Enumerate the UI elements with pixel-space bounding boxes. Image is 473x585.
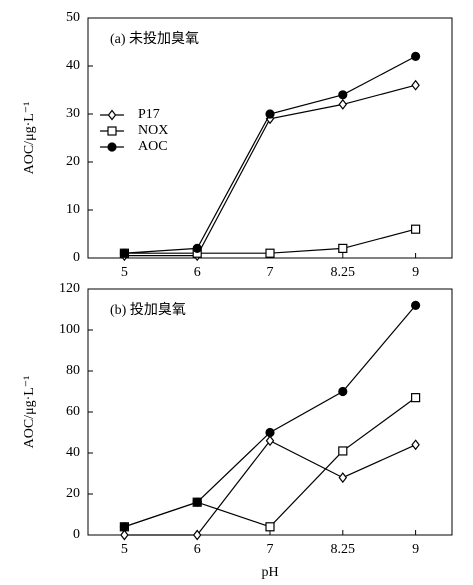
data-point bbox=[411, 79, 420, 91]
panel-title: (b) 投加臭氧 bbox=[110, 302, 186, 318]
y-tick-label: 10 bbox=[66, 202, 80, 217]
x-tick-label: 7 bbox=[267, 542, 274, 557]
data-point bbox=[265, 522, 275, 532]
data-point bbox=[411, 439, 420, 451]
data-point bbox=[338, 446, 348, 456]
x-tick-label: 9 bbox=[412, 265, 419, 280]
data-point bbox=[338, 472, 348, 484]
series-line bbox=[124, 305, 417, 528]
y-tick-label: 20 bbox=[66, 486, 80, 501]
data-point bbox=[265, 109, 275, 119]
x-tick-label: 6 bbox=[194, 542, 201, 557]
series-line bbox=[124, 397, 416, 528]
y-axis-label: AOC/μg·L⁻¹ bbox=[22, 376, 37, 449]
legend-marker bbox=[107, 142, 117, 152]
y-tick-label: 0 bbox=[73, 250, 80, 265]
x-axis-label: pH bbox=[261, 565, 278, 580]
legend-label: P17 bbox=[138, 107, 160, 122]
legend-marker bbox=[107, 126, 117, 136]
data-point bbox=[411, 224, 421, 234]
data-point bbox=[265, 248, 275, 258]
y-tick-label: 40 bbox=[66, 445, 80, 460]
data-point bbox=[265, 427, 275, 438]
data-point bbox=[411, 300, 421, 310]
x-tick-label: 9 bbox=[412, 542, 419, 557]
x-tick-label: 8.25 bbox=[331, 542, 356, 557]
data-point bbox=[192, 497, 202, 507]
data-point bbox=[119, 248, 130, 258]
data-point bbox=[338, 98, 348, 110]
data-point bbox=[192, 529, 202, 541]
panel-title: (a) 未投加臭氧 bbox=[110, 31, 199, 47]
y-tick-label: 80 bbox=[66, 363, 80, 378]
y-tick-label: 0 bbox=[73, 527, 80, 542]
x-tick-label: 5 bbox=[121, 542, 128, 557]
legend-marker bbox=[107, 109, 117, 121]
legend-label: AOC bbox=[138, 139, 168, 154]
y-tick-label: 20 bbox=[66, 154, 80, 169]
series-line bbox=[124, 55, 416, 254]
series-line bbox=[124, 439, 416, 536]
x-tick-label: 8.25 bbox=[331, 265, 356, 280]
plot-frame bbox=[87, 288, 453, 536]
y-tick-label: 60 bbox=[66, 404, 80, 419]
data-point bbox=[338, 243, 348, 253]
x-tick-label: 7 bbox=[267, 265, 274, 280]
data-point bbox=[120, 529, 129, 541]
data-point bbox=[338, 90, 348, 100]
y-tick-label: 120 bbox=[59, 281, 80, 296]
y-axis-label: AOC/μg·L⁻¹ bbox=[22, 102, 37, 175]
legend-label: NOX bbox=[138, 123, 168, 138]
x-tick-label: 5 bbox=[121, 265, 128, 280]
y-tick-label: 40 bbox=[66, 58, 80, 73]
data-point bbox=[192, 243, 202, 253]
y-tick-label: 30 bbox=[66, 106, 80, 121]
data-point bbox=[411, 393, 421, 403]
data-point bbox=[338, 386, 348, 397]
data-point bbox=[265, 435, 275, 447]
data-point bbox=[411, 51, 421, 62]
data-point bbox=[119, 522, 130, 532]
x-tick-label: 6 bbox=[194, 265, 201, 280]
y-tick-label: 100 bbox=[59, 322, 80, 337]
y-tick-label: 50 bbox=[66, 10, 80, 25]
